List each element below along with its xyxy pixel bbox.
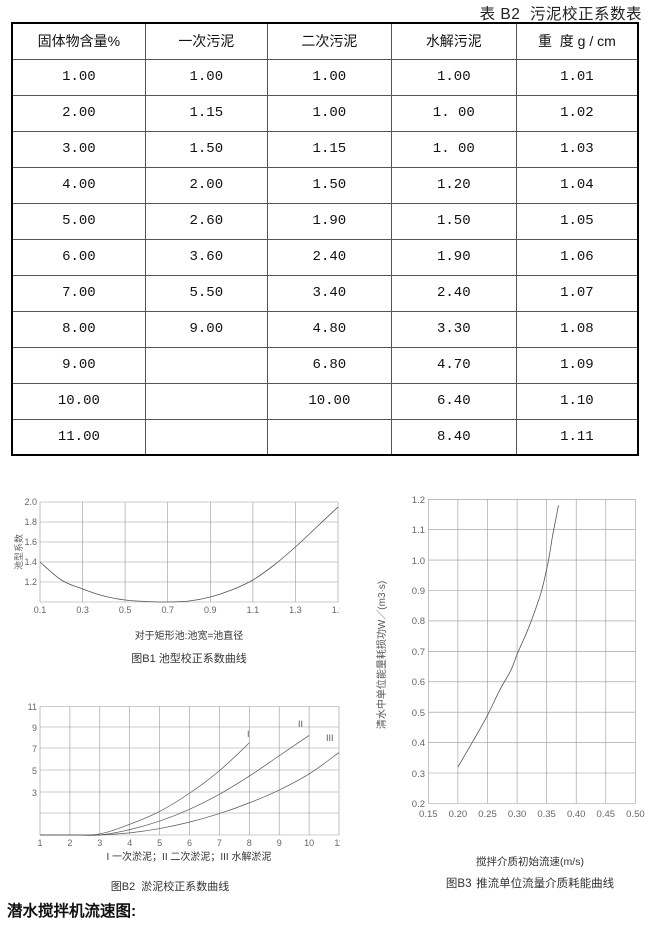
svg-text:0.15: 0.15	[419, 809, 438, 820]
svg-text:3: 3	[97, 838, 102, 848]
svg-text:0.50: 0.50	[626, 809, 645, 820]
svg-text:0.3: 0.3	[76, 605, 89, 615]
svg-text:1.1: 1.1	[412, 525, 425, 536]
svg-text:0.3: 0.3	[412, 769, 425, 780]
svg-text:1.8: 1.8	[24, 517, 37, 527]
svg-text:0.45: 0.45	[597, 809, 616, 820]
svg-text:5: 5	[157, 838, 162, 848]
svg-text:I 一次淤泥；II 二次淤泥；III 水解淤泥: I 一次淤泥；II 二次淤泥；III 水解淤泥	[106, 850, 271, 863]
svg-text:9: 9	[277, 838, 282, 848]
svg-text:4: 4	[127, 838, 132, 848]
svg-text:0.5: 0.5	[412, 708, 425, 719]
svg-text:1.3: 1.3	[289, 605, 302, 615]
svg-text:II: II	[298, 719, 303, 729]
svg-text:6: 6	[187, 838, 192, 848]
svg-text:8: 8	[247, 838, 252, 848]
svg-text:0.40: 0.40	[567, 809, 586, 820]
svg-text:0.4: 0.4	[412, 738, 425, 749]
svg-text:2.0: 2.0	[24, 497, 37, 507]
svg-text:7: 7	[32, 744, 37, 754]
svg-text:对于矩形池:池宽=池直径: 对于矩形池:池宽=池直径	[135, 629, 244, 642]
svg-text:1: 1	[37, 838, 42, 848]
svg-text:搅拌介质初始流速(m/s): 搅拌介质初始流速(m/s)	[476, 855, 584, 868]
svg-text:0.5: 0.5	[119, 605, 132, 615]
svg-text:1.1: 1.1	[247, 605, 260, 615]
svg-text:0.20: 0.20	[449, 809, 468, 820]
svg-text:1.2: 1.2	[24, 577, 37, 587]
svg-text:0.6: 0.6	[412, 677, 425, 688]
svg-text:11: 11	[28, 702, 37, 712]
svg-text:5: 5	[32, 766, 37, 776]
svg-text:3: 3	[32, 788, 37, 798]
svg-text:I: I	[247, 729, 250, 739]
svg-text:0.30: 0.30	[508, 809, 526, 820]
svg-text:1.4: 1.4	[24, 557, 37, 567]
svg-text:清水中单位能量耗损功W／(m3·s): 清水中单位能量耗损功W／(m3·s)	[375, 581, 388, 729]
svg-text:10: 10	[304, 838, 314, 848]
svg-text:0.25: 0.25	[478, 809, 497, 820]
svg-text:2: 2	[67, 838, 72, 848]
svg-text:9: 9	[32, 723, 37, 733]
svg-text:池型系数: 池型系数	[13, 534, 24, 570]
svg-text:1.0: 1.0	[412, 556, 425, 567]
svg-text:图B3 推流单位流量介质耗能曲线: 图B3 推流单位流量介质耗能曲线	[446, 876, 615, 890]
svg-text:0.7: 0.7	[161, 605, 174, 615]
svg-text:0.9: 0.9	[412, 586, 425, 597]
svg-text:0.35: 0.35	[537, 809, 556, 820]
svg-text:1.2: 1.2	[412, 495, 425, 506]
svg-text:0.9: 0.9	[204, 605, 217, 615]
svg-text:0.7: 0.7	[412, 647, 425, 658]
svg-text:7: 7	[217, 838, 222, 848]
svg-text:图B1 池型校正系数曲线: 图B1 池型校正系数曲线	[131, 651, 247, 665]
svg-text:0.1: 0.1	[34, 605, 47, 615]
svg-text:1.6: 1.6	[24, 537, 37, 547]
svg-text:0.8: 0.8	[412, 616, 425, 627]
